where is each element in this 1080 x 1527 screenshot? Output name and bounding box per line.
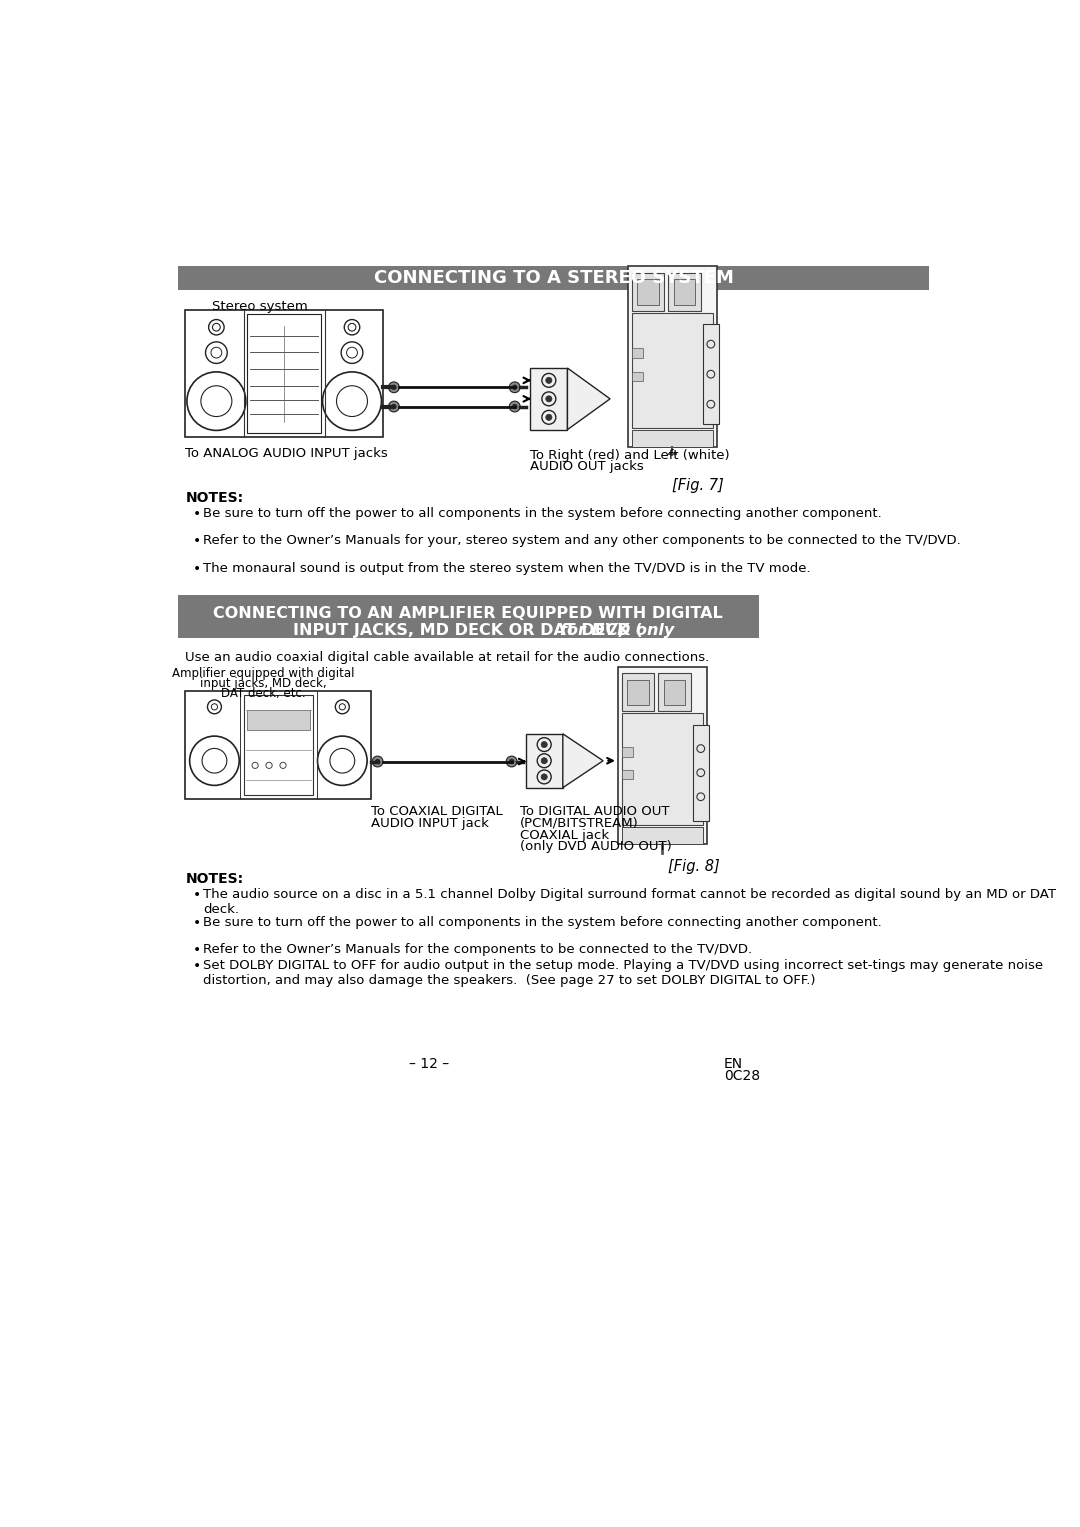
Bar (632, 313, 713, 428)
Bar (632, 348, 644, 357)
Bar (669, 272, 701, 312)
Bar (622, 673, 654, 712)
Bar (177, 266, 930, 290)
Circle shape (545, 377, 552, 383)
Circle shape (541, 774, 548, 780)
Text: The audio source on a disc in a 5.1 channel Dolby Digital surround format cannot: The audio source on a disc in a 5.1 chan… (203, 887, 1056, 916)
Text: DAT deck, etc.: DAT deck, etc. (220, 687, 306, 699)
Bar (526, 734, 563, 788)
Bar (632, 272, 664, 312)
Text: •: • (193, 507, 201, 521)
Circle shape (392, 405, 396, 409)
Text: EN: EN (724, 1057, 743, 1070)
Text: To Right (red) and Left (white): To Right (red) and Left (white) (530, 449, 730, 461)
Bar (703, 324, 718, 425)
Bar (627, 266, 717, 447)
Text: Amplifier equipped with digital: Amplifier equipped with digital (172, 667, 354, 680)
Text: [Fig. 8]: [Fig. 8] (669, 858, 720, 873)
Bar (622, 828, 703, 844)
Text: Stereo system: Stereo system (213, 301, 308, 313)
Circle shape (545, 414, 552, 420)
Text: for DVD only: for DVD only (559, 623, 674, 638)
Text: NOTES:: NOTES: (186, 492, 243, 505)
Text: To ANALOG AUDIO INPUT jacks: To ANALOG AUDIO INPUT jacks (185, 446, 388, 460)
Text: •: • (193, 959, 201, 973)
Text: Refer to the Owner’s Manuals for your, stereo system and any other components to: Refer to the Owner’s Manuals for your, s… (203, 534, 961, 547)
Text: The monaural sound is output from the stereo system when the TV/DVD is in the TV: The monaural sound is output from the st… (203, 562, 811, 576)
Text: •: • (193, 562, 201, 576)
Bar (186, 692, 372, 799)
Bar (247, 315, 321, 434)
Text: •: • (193, 916, 201, 930)
Text: INPUT JACKS, MD DECK OR DAT DECK (: INPUT JACKS, MD DECK OR DAT DECK ( (294, 623, 643, 638)
Circle shape (392, 385, 396, 389)
Bar (622, 713, 703, 825)
Bar (177, 596, 759, 638)
Circle shape (541, 757, 548, 764)
Circle shape (541, 742, 548, 748)
Text: [Fig. 7]: [Fig. 7] (672, 478, 724, 493)
Bar (632, 431, 713, 447)
Text: CONNECTING TO A STEREO SYSTEM: CONNECTING TO A STEREO SYSTEM (374, 269, 733, 287)
Circle shape (510, 759, 514, 764)
Text: Set DOLBY DIGITAL to OFF for audio output in the setup mode. Playing a TV/DVD us: Set DOLBY DIGITAL to OFF for audio outpu… (203, 959, 1043, 986)
Text: input jacks, MD deck,: input jacks, MD deck, (200, 676, 326, 690)
Text: Be sure to turn off the power to all components in the system before connecting : Be sure to turn off the power to all com… (203, 916, 882, 928)
Bar (663, 680, 685, 705)
Circle shape (389, 382, 400, 392)
Polygon shape (567, 368, 610, 429)
Text: CONNECTING TO AN AMPLIFIER EQUIPPED WITH DIGITAL: CONNECTING TO AN AMPLIFIER EQUIPPED WITH… (214, 606, 724, 621)
Bar (658, 673, 691, 712)
Bar (622, 747, 633, 757)
Circle shape (510, 382, 521, 392)
Bar (186, 310, 383, 437)
Bar (530, 368, 567, 429)
Text: AUDIO INPUT jack: AUDIO INPUT jack (372, 817, 489, 831)
Circle shape (373, 756, 383, 767)
Bar (632, 371, 644, 380)
Circle shape (389, 402, 400, 412)
Bar (618, 667, 707, 844)
Text: ): ) (617, 623, 624, 638)
Polygon shape (563, 734, 603, 788)
Text: •: • (193, 887, 201, 902)
Text: (only DVD AUDIO OUT): (only DVD AUDIO OUT) (521, 840, 672, 854)
Text: Be sure to turn off the power to all components in the system before connecting : Be sure to turn off the power to all com… (203, 507, 882, 519)
Text: To DIGITAL AUDIO OUT: To DIGITAL AUDIO OUT (521, 805, 670, 818)
Text: AUDIO OUT jacks: AUDIO OUT jacks (530, 461, 644, 473)
Text: Refer to the Owner’s Manuals for the components to be connected to the TV/DVD.: Refer to the Owner’s Manuals for the com… (203, 944, 753, 956)
Text: To COAXIAL DIGITAL: To COAXIAL DIGITAL (372, 805, 503, 818)
Text: •: • (193, 534, 201, 548)
Bar (246, 710, 310, 730)
Circle shape (510, 402, 521, 412)
Text: NOTES:: NOTES: (186, 872, 243, 886)
Text: COAXIAL jack: COAXIAL jack (521, 829, 609, 841)
Text: (PCM/BITSTREAM): (PCM/BITSTREAM) (521, 817, 639, 831)
Bar (674, 279, 696, 305)
Circle shape (512, 385, 517, 389)
Bar (243, 695, 313, 796)
Circle shape (507, 756, 517, 767)
Circle shape (375, 759, 380, 764)
Bar (627, 680, 649, 705)
Bar (693, 724, 708, 822)
Bar (622, 770, 633, 779)
Text: Use an audio coaxial digital cable available at retail for the audio connections: Use an audio coaxial digital cable avail… (186, 651, 710, 664)
Text: 0C28: 0C28 (724, 1069, 760, 1083)
Text: •: • (193, 944, 201, 957)
Text: – 12 –: – 12 – (409, 1057, 449, 1070)
Bar (637, 279, 659, 305)
Circle shape (545, 395, 552, 402)
Circle shape (512, 405, 517, 409)
